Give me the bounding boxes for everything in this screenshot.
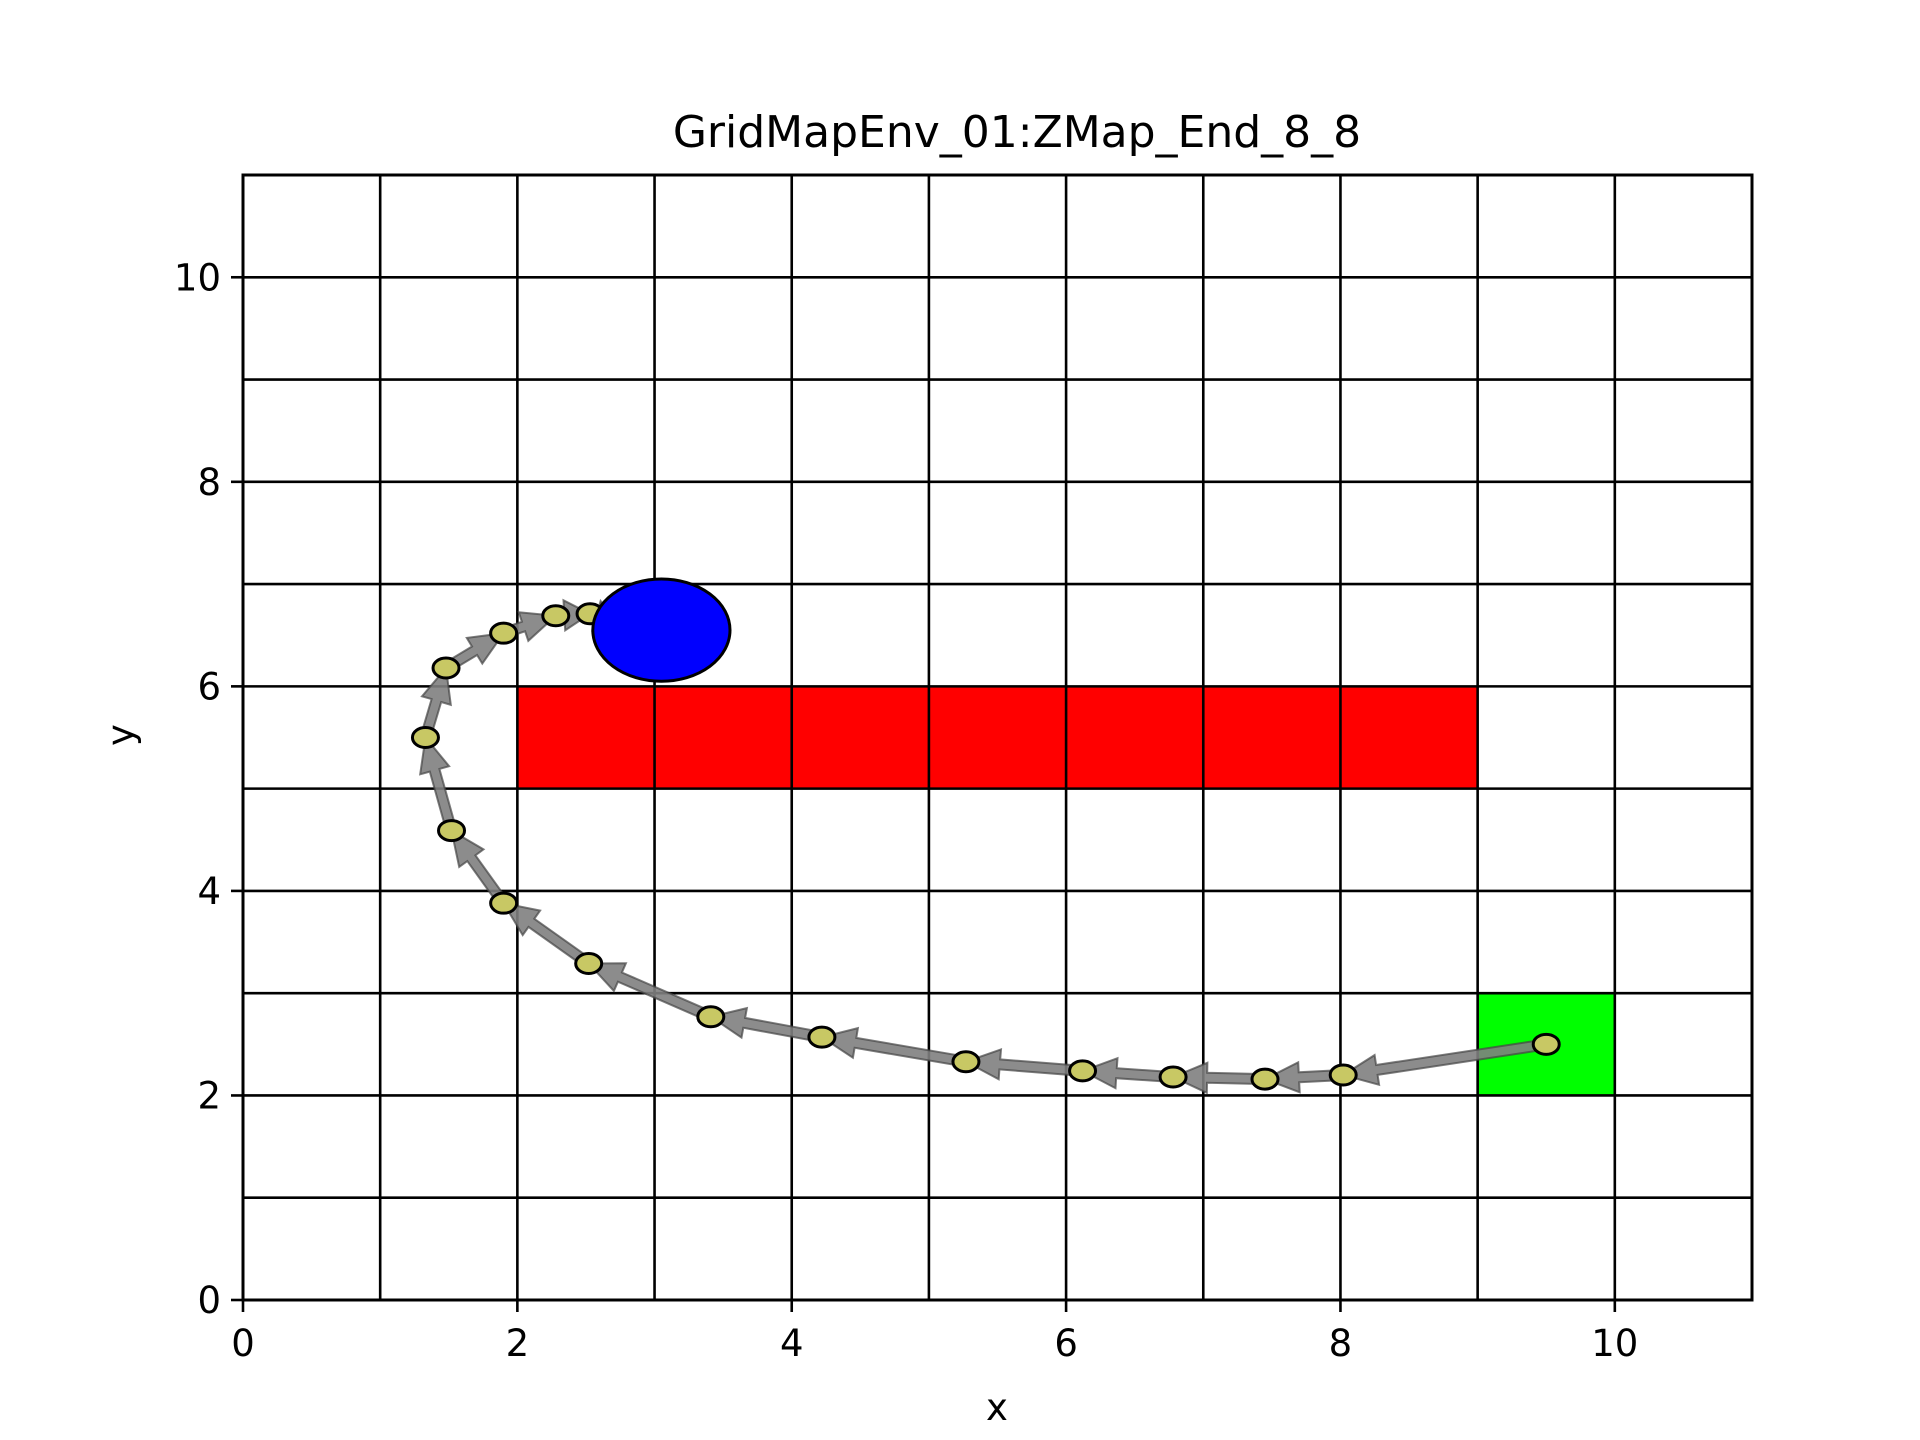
obstacle-cell [1066, 686, 1203, 788]
y-tick-label: 0 [197, 1279, 221, 1322]
x-tick-label: 2 [506, 1322, 530, 1365]
path-arrow [420, 738, 456, 832]
y-tick-label: 10 [174, 256, 221, 299]
y-tick-label: 6 [197, 665, 221, 708]
path-point [953, 1052, 979, 1072]
chart-title: GridMapEnv_01:ZMap_End_8_8 [673, 107, 1361, 158]
path-point [433, 658, 459, 678]
y-tick-label: 8 [197, 461, 221, 504]
obstacle-cell [792, 686, 929, 788]
x-tick-label: 0 [231, 1322, 255, 1365]
path-point [1070, 1061, 1096, 1081]
path-point [1330, 1065, 1356, 1085]
obstacle-cell [517, 686, 654, 788]
y-tick-label: 2 [197, 1074, 221, 1117]
path-arrow [711, 1008, 823, 1042]
path-point [491, 893, 517, 913]
x-tick-label: 8 [1329, 1322, 1353, 1365]
path-point [543, 606, 569, 626]
path-point [491, 623, 517, 643]
path-point [1252, 1069, 1278, 1089]
path-point [576, 954, 602, 974]
end-layer [593, 579, 730, 681]
x-tick-label: 4 [780, 1322, 804, 1365]
end-circle [593, 579, 730, 681]
path-point [698, 1007, 724, 1027]
x-tick-label: 6 [1054, 1322, 1078, 1365]
x-axis-label: x [986, 1386, 1008, 1429]
y-axis-label: y [99, 724, 142, 746]
obstacle-cell [1340, 686, 1477, 788]
obstacle-cell [655, 686, 792, 788]
path-point [809, 1027, 835, 1047]
obstacle-cell [929, 686, 1066, 788]
path-point [439, 821, 465, 841]
path-point [412, 728, 438, 748]
path-point [1160, 1067, 1186, 1087]
y-tick-label: 4 [197, 870, 221, 913]
path-layer [412, 600, 1559, 1093]
x-tick-label: 10 [1591, 1322, 1638, 1365]
obstacle-cell [1203, 686, 1340, 788]
path-arrow [822, 1028, 967, 1067]
path-point [1533, 1034, 1559, 1054]
